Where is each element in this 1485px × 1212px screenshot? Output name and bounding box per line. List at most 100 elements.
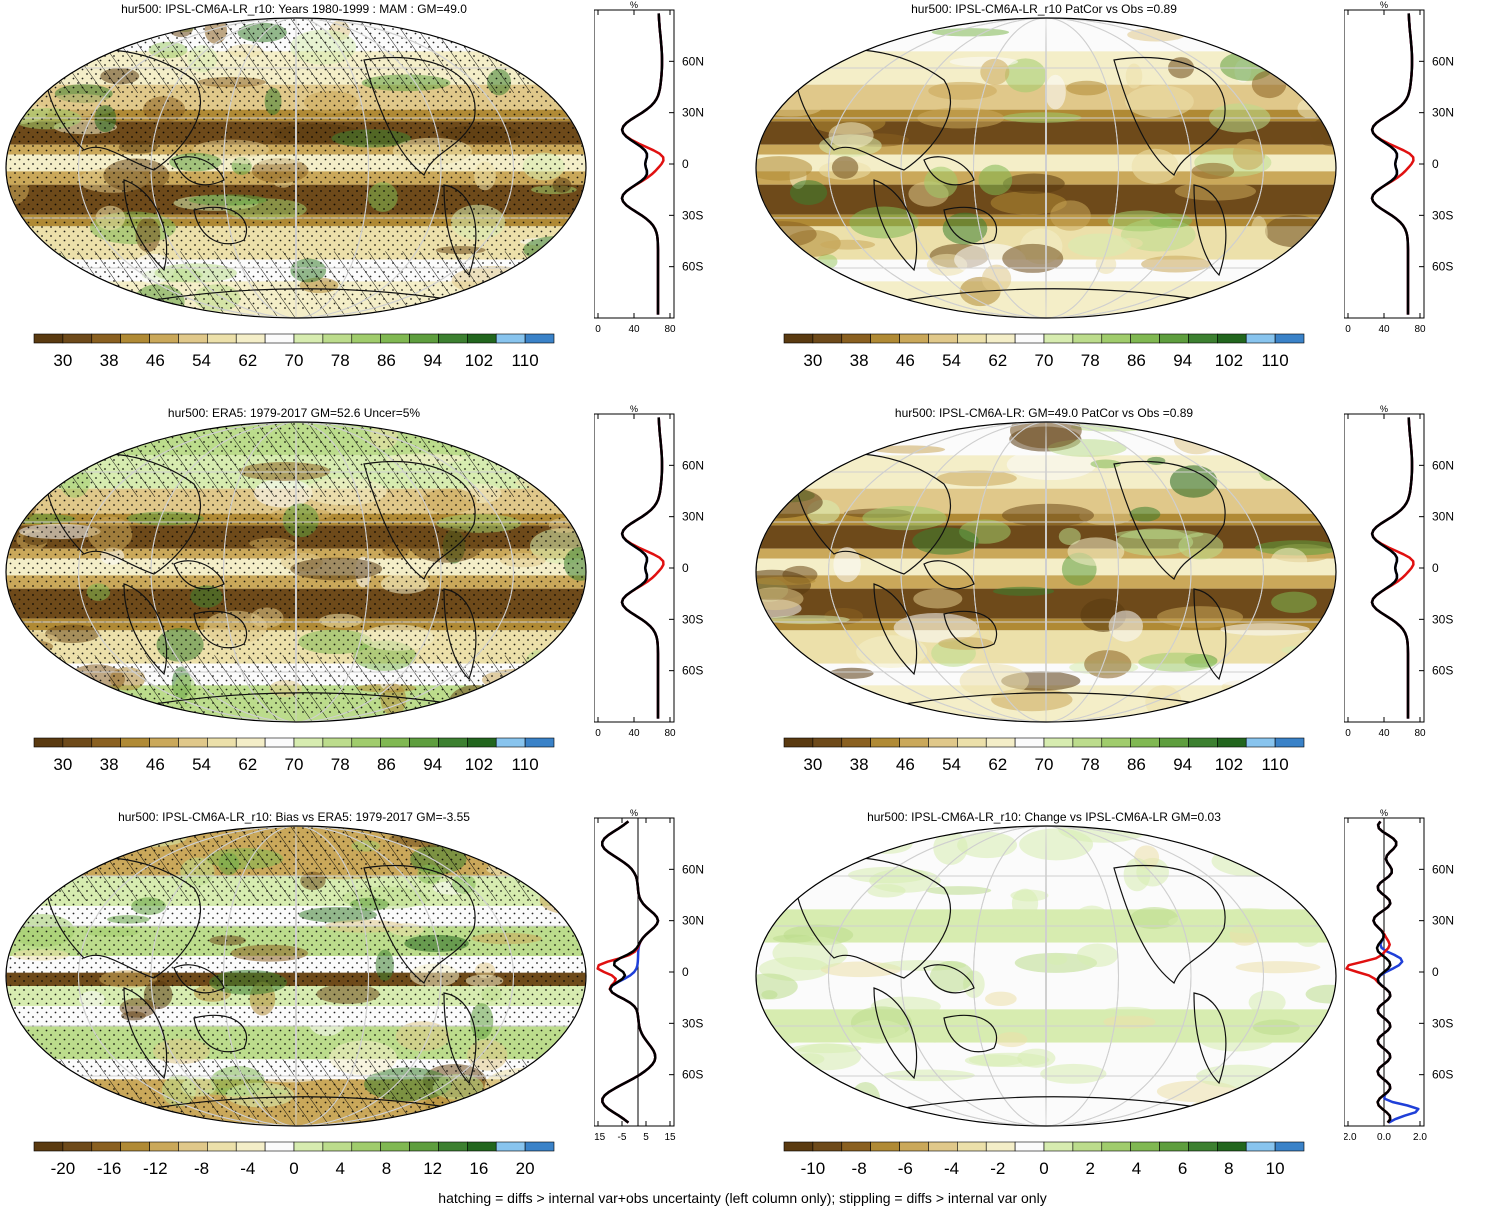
colorbar: 30 38 46 54 62 70 78 86 94 102 110 xyxy=(783,333,1305,370)
panel-title: hur500: IPSL-CM6A-LR_r10: Bias vs ERA5: … xyxy=(118,810,470,824)
colorbar-label: 46 xyxy=(896,351,915,370)
colorbar-label: 78 xyxy=(1081,755,1100,774)
colorbar-label: 20 xyxy=(516,1159,535,1178)
colorbar-label: -16 xyxy=(97,1159,122,1178)
lat-label: 30N xyxy=(1432,510,1454,524)
zonal-x-tick: 40 xyxy=(628,728,640,739)
lat-label: 30S xyxy=(682,612,703,626)
colorbar-label: 86 xyxy=(377,755,396,774)
zonal-curve xyxy=(1370,13,1414,315)
lat-label: 60N xyxy=(1432,54,1454,68)
lat-label: 30N xyxy=(1432,106,1454,120)
zonal-x-tick: 0 xyxy=(595,324,601,335)
zonal-x-tick: 80 xyxy=(664,324,676,335)
lat-label: 30S xyxy=(1432,612,1453,626)
colorbar-label: 102 xyxy=(1215,755,1243,774)
zonal-unit: % xyxy=(630,404,638,414)
map xyxy=(755,825,1337,1127)
panel-title: hur500: IPSL-CM6A-LR_r10: Years 1980-199… xyxy=(121,2,467,16)
colorbar-label: 46 xyxy=(146,351,165,370)
colorbar-label: 94 xyxy=(423,351,442,370)
panel-4: hur500: IPSL-CM6A-LR: GM=49.0 PatCor vs … xyxy=(754,404,1485,799)
colorbar: 30 38 46 54 62 70 78 86 94 102 110 xyxy=(783,737,1305,774)
panel-title: hur500: ERA5: 1979-2017 GM=52.6 Uncer=5% xyxy=(167,406,421,420)
zonal-x-tick: 40 xyxy=(1378,728,1390,739)
colorbar-label: 62 xyxy=(238,351,257,370)
zonal-unit: % xyxy=(1380,808,1388,818)
zonal-curve xyxy=(1370,417,1414,719)
zonal-mean-plot: % 60N 30N 0 30S 60S 0 40 80 xyxy=(1344,404,1454,739)
colorbar-label: 30 xyxy=(53,755,72,774)
lat-label: 60N xyxy=(682,54,704,68)
colorbar-label: 8 xyxy=(1224,1159,1233,1178)
lat-label: 60S xyxy=(1432,664,1453,678)
colorbar-label: 0 xyxy=(289,1159,298,1178)
colorbar-label: 54 xyxy=(942,755,961,774)
colorbar-label: -12 xyxy=(143,1159,168,1178)
colorbar-label: 2 xyxy=(1085,1159,1094,1178)
colorbar-label: 30 xyxy=(803,351,822,370)
colorbar-label: 10 xyxy=(1266,1159,1285,1178)
colorbar-label: 0 xyxy=(1039,1159,1048,1178)
colorbar-label: 94 xyxy=(423,755,442,774)
zonal-curve xyxy=(601,820,660,1124)
colorbar-label: 110 xyxy=(1262,755,1289,774)
colorbar: 30 38 46 54 62 70 78 86 94 102 110 xyxy=(33,737,555,774)
colorbar-label: 38 xyxy=(100,351,119,370)
colorbar-label: 70 xyxy=(285,755,304,774)
colorbar-label: -6 xyxy=(898,1159,913,1178)
colorbar-label: 54 xyxy=(192,755,211,774)
colorbar-label: 38 xyxy=(100,755,119,774)
zonal-x-tick: -5 xyxy=(618,1132,627,1143)
panel-title: hur500: IPSL-CM6A-LR_r10 PatCor vs Obs =… xyxy=(911,2,1177,16)
colorbar-label: 62 xyxy=(988,755,1007,774)
colorbar-label: 54 xyxy=(192,351,211,370)
colorbar-label: 30 xyxy=(53,351,72,370)
zonal-mean-plot: % 60N 30N 0 30S 60S 0 40 80 xyxy=(594,0,704,335)
lat-label: 60S xyxy=(682,664,703,678)
lat-label: 30S xyxy=(682,208,703,222)
zonal-curve xyxy=(620,417,664,719)
lat-label: 60S xyxy=(1432,1068,1453,1082)
colorbar-label: 110 xyxy=(512,351,539,370)
lat-label: 60N xyxy=(1432,458,1454,472)
footnote: hatching = diffs > internal var+obs unce… xyxy=(438,1190,1047,1206)
zonal-x-tick: 40 xyxy=(1378,324,1390,335)
zonal-unit: % xyxy=(1380,0,1388,10)
lat-label: 0 xyxy=(682,157,689,171)
colorbar-label: 94 xyxy=(1173,351,1192,370)
lat-label: 0 xyxy=(1432,965,1439,979)
lat-label: 30N xyxy=(682,914,704,928)
lat-label: 30N xyxy=(1432,914,1454,928)
colorbar-label: 86 xyxy=(1127,755,1146,774)
colorbar-label: 62 xyxy=(238,755,257,774)
colorbar-label: -20 xyxy=(51,1159,76,1178)
lat-label: 30N xyxy=(682,510,704,524)
colorbar-label: 4 xyxy=(1132,1159,1141,1178)
lat-label: 60N xyxy=(682,458,704,472)
colorbar-label: 12 xyxy=(423,1159,442,1178)
colorbar-label: 102 xyxy=(1215,351,1243,370)
zonal-x-tick: -2.0 xyxy=(1344,1132,1357,1143)
lat-label: 60S xyxy=(1432,260,1453,274)
colorbar-label: -4 xyxy=(240,1159,255,1178)
colorbar-label: 110 xyxy=(1262,351,1289,370)
colorbar-label: 86 xyxy=(1127,351,1146,370)
panel-title: hur500: IPSL-CM6A-LR: GM=49.0 PatCor vs … xyxy=(894,406,1194,420)
colorbar: -20 -16 -12 -8 -4 0 4 8 12 16 20 xyxy=(33,1141,555,1178)
zonal-mean-plot: % 60N 30N 0 30S 60S -15 -5 5 15 xyxy=(594,808,704,1143)
zonal-x-tick: 0 xyxy=(1345,728,1351,739)
colorbar-label: 46 xyxy=(146,755,165,774)
map xyxy=(755,17,1337,319)
lat-label: 60S xyxy=(682,260,703,274)
zonal-x-tick: -15 xyxy=(594,1132,606,1143)
colorbar-label: 78 xyxy=(1081,351,1100,370)
colorbar-label: -4 xyxy=(944,1159,959,1178)
lat-label: 30N xyxy=(682,106,704,120)
colorbar-label: 8 xyxy=(382,1159,391,1178)
colorbar-label: -8 xyxy=(194,1159,209,1178)
zonal-x-tick: 0 xyxy=(1345,324,1351,335)
colorbar-label: -2 xyxy=(990,1159,1005,1178)
zonal-x-tick: 80 xyxy=(664,728,676,739)
zonal-mean-plot: % 60N 30N 0 30S 60S 0 40 80 xyxy=(594,404,704,739)
